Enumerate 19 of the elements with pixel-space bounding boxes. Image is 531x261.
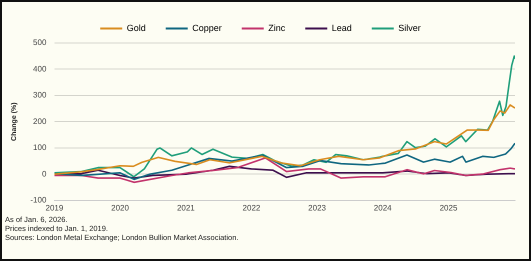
x-tick-label: 2025 — [440, 203, 458, 212]
legend-label: Copper — [192, 22, 222, 33]
y-tick-label: 400 — [33, 64, 47, 74]
y-tick-label: 200 — [33, 116, 47, 126]
y-tick-label: 0 — [42, 169, 47, 178]
x-tick-label: 2022 — [242, 203, 261, 212]
legend-label: Gold — [126, 22, 146, 33]
y-tick-label: 100 — [33, 143, 47, 152]
y-tick-label: -100 — [30, 196, 47, 205]
x-tick-label: 2021 — [176, 203, 196, 212]
x-tick-label: 2019 — [46, 203, 64, 212]
legend-label: Lead — [332, 22, 352, 33]
legend-label: Zinc — [268, 22, 286, 33]
legend-label: Silver — [398, 22, 421, 33]
y-tick-label: 500 — [33, 38, 47, 48]
x-tick-label: 2024 — [374, 203, 392, 212]
y-tick-label: 300 — [33, 90, 47, 100]
x-tick-label: 2023 — [308, 203, 327, 212]
x-tick-label: 2020 — [111, 203, 130, 212]
